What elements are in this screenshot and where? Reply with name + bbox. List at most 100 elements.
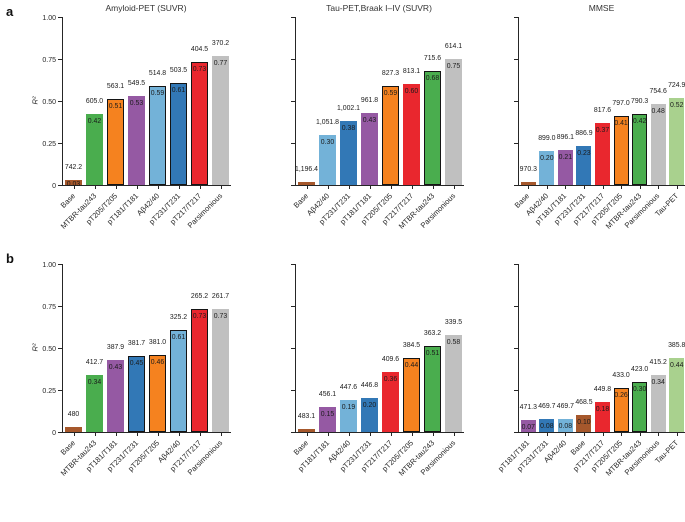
bar-ab4240 [149, 86, 166, 185]
r2-label: 0.20 [540, 155, 554, 162]
aic-label: 797.0 [612, 100, 630, 107]
figure: a b Amyloid-PET (SUVR) 0 0.25 0.50 0.75 1.00 R… [6, 3, 685, 494]
r2-label: 0.45 [129, 360, 144, 367]
bar-pt181 [107, 360, 124, 432]
r2-label: 0.61 [171, 334, 186, 341]
aic-label: 899.0 [538, 135, 556, 142]
y-tick-mark [514, 16, 518, 18]
x-tick-mark [390, 433, 392, 436]
r2-label: 0.75 [446, 63, 461, 70]
bar-taupet [669, 358, 685, 432]
y-tick-mark [291, 142, 295, 144]
bar-ab4240 [319, 135, 336, 185]
r2-label: 0.15 [320, 411, 335, 418]
panel-label-a: a [6, 4, 14, 19]
bar-pt205 [149, 355, 166, 432]
bar-pt205 [382, 86, 399, 185]
bar-parsimonious [445, 59, 462, 185]
bar-ab4240 [340, 400, 357, 432]
y-tick-label: 1.00 [42, 262, 56, 269]
bar-mtbr [86, 375, 103, 432]
x-tick-mark [369, 186, 371, 189]
bar-mtbr [86, 114, 103, 185]
x-tick-mark [453, 433, 455, 436]
x-tick-mark [658, 433, 660, 436]
x-tick-mark [565, 433, 567, 436]
bar-pt231 [340, 121, 357, 185]
x-tick-mark [602, 433, 604, 436]
r2-label: 0.44 [670, 362, 684, 369]
chart-title: Tau-PET,Braak I–IV (SUVR) [326, 3, 432, 13]
bar-mtbr [424, 346, 441, 432]
x-tick-mark [327, 186, 329, 189]
aic-label: 827.3 [381, 70, 400, 77]
r2-label: 0.30 [632, 386, 647, 393]
y-tick-mark [58, 263, 62, 265]
aic-label: 370.2 [211, 40, 230, 47]
y-tick-mark [58, 58, 62, 60]
x-tick-mark [639, 433, 641, 436]
bar-parsimonious [650, 104, 666, 185]
y-tick-mark [58, 142, 62, 144]
aic-label: 261.7 [211, 293, 230, 300]
x-tick-mark [639, 186, 641, 189]
plot-area: 970.3 Base 899.0 0.20 Aβ42/40 896.1 0.21 pT181/… [513, 16, 685, 231]
aic-label: 503.5 [169, 67, 188, 74]
chart-panel-b1: 0 0.25 0.50 0.75 1.00 R² 480 Base 412.7 0.34 MTBR-… [22, 247, 231, 494]
chart-title: MMSE [588, 3, 615, 13]
bar-taupet [669, 98, 685, 185]
r2-label: 0.73 [192, 313, 207, 320]
y-axis-label: R² [30, 96, 40, 105]
aic-label: 387.9 [106, 344, 125, 351]
chart-panel-b3: 471.3 0.07 pT181/T181 469.7 0.08 pT231/T231 46… [496, 247, 685, 494]
x-tick-mark [94, 433, 96, 436]
aic-label: 449.8 [593, 386, 612, 393]
bar-pt217 [382, 372, 399, 432]
bar-pt217 [403, 84, 420, 185]
bar-parsimonious [650, 375, 666, 432]
aic-label: 754.6 [649, 88, 667, 95]
aic-label: 447.6 [339, 384, 358, 391]
x-tick-mark [676, 186, 678, 189]
x-tick-mark [453, 186, 455, 189]
r2-label: 0.59 [150, 90, 165, 97]
aic-label: 961.8 [360, 97, 379, 104]
aic-label: 415.2 [649, 359, 667, 366]
aic-label: 514.8 [148, 70, 167, 77]
aic-label: 339.5 [444, 319, 463, 326]
x-tick-mark [348, 186, 350, 189]
y-tick-mark [58, 431, 62, 433]
r2-label: 0.46 [150, 359, 165, 366]
bar-parsimonious [212, 56, 229, 185]
plot-area: 0 0.25 0.50 0.75 1.00 R² 480 Base 412.7 0.34 MTBR-… [31, 262, 231, 478]
bar-base [65, 180, 82, 185]
bar-pt231 [361, 398, 378, 432]
y-tick-mark [514, 389, 518, 391]
bar-pt231 [576, 146, 592, 185]
chart-panel-b2: 483.1 Base 456.1 0.15 pT181/T181 447.6 0.19 Aβ4… [289, 247, 464, 494]
x-tick-mark [676, 433, 678, 436]
y-tick-mark [58, 389, 62, 391]
bar-pt231 [128, 356, 145, 432]
y-tick-mark [514, 431, 518, 433]
y-tick-label: 0.75 [42, 304, 56, 311]
r2-label: 0.73 [192, 66, 207, 73]
aic-label: 896.1 [556, 134, 574, 141]
x-tick-mark [136, 186, 138, 189]
panel-label-b: b [6, 251, 14, 266]
x-tick-mark [546, 186, 548, 189]
y-tick-mark [291, 100, 295, 102]
aic-label: 886.9 [575, 130, 593, 137]
y-tick-mark [514, 142, 518, 144]
x-tick-mark [73, 186, 75, 189]
y-tick-mark [291, 305, 295, 307]
y-tick-label: 0.50 [42, 346, 56, 353]
x-tick-mark [199, 433, 201, 436]
aic-label: 325.2 [169, 314, 188, 321]
y-tick-mark [514, 347, 518, 349]
x-tick-mark [432, 186, 434, 189]
y-tick-mark [291, 16, 295, 18]
bar-pt217 [595, 123, 610, 185]
y-tick-mark [514, 305, 518, 307]
y-tick-mark [58, 100, 62, 102]
